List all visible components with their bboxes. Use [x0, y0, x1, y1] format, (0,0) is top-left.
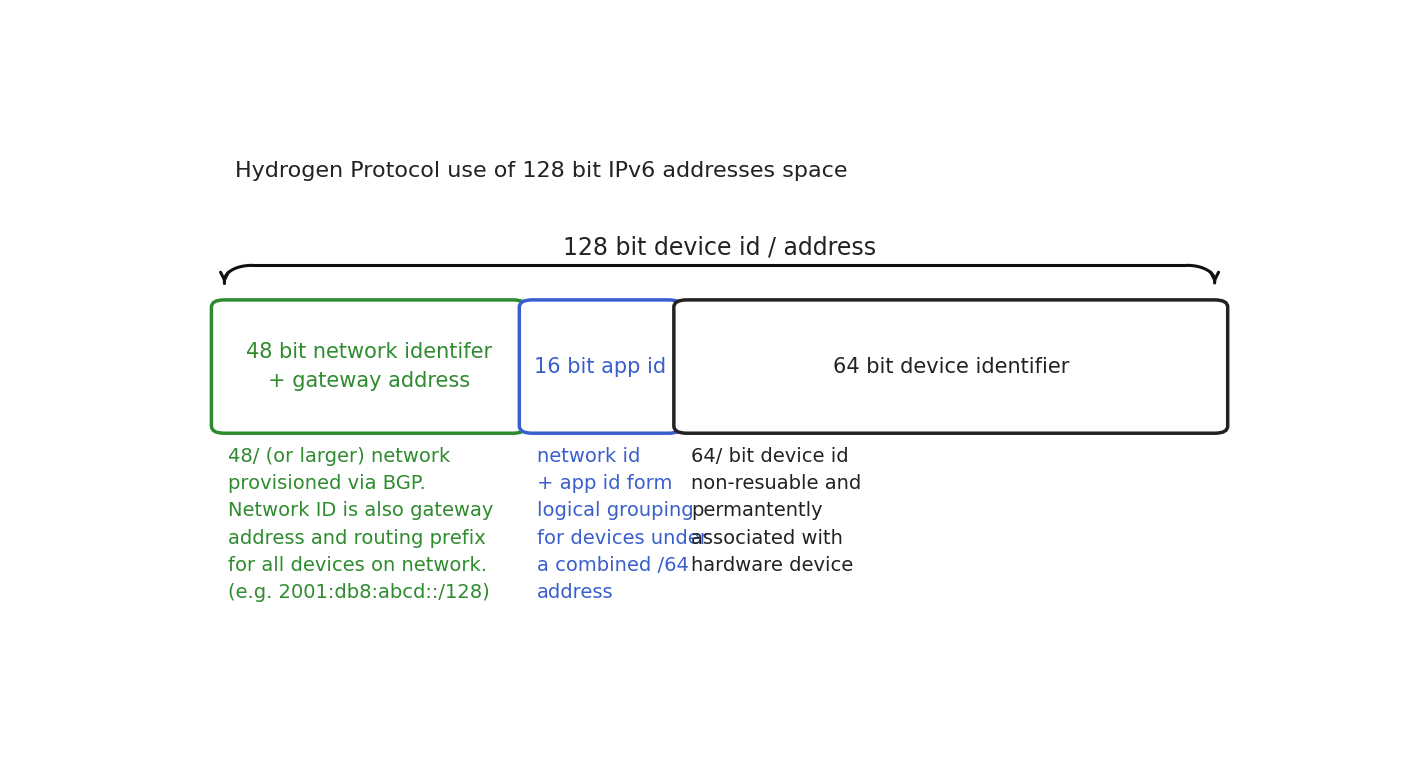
- FancyBboxPatch shape: [674, 300, 1227, 433]
- FancyBboxPatch shape: [212, 300, 526, 433]
- Text: 64/ bit device id
non-resuable and
permantently
associated with
hardware device: 64/ bit device id non-resuable and perma…: [691, 447, 862, 575]
- Text: 128 bit device id / address: 128 bit device id / address: [563, 236, 876, 260]
- Text: 64 bit device identifier: 64 bit device identifier: [833, 356, 1068, 376]
- Text: Hydrogen Protocol use of 128 bit IPv6 addresses space: Hydrogen Protocol use of 128 bit IPv6 ad…: [236, 162, 848, 181]
- Text: 48/ (or larger) network
provisioned via BGP.
Network ID is also gateway
address : 48/ (or larger) network provisioned via …: [227, 447, 493, 602]
- FancyBboxPatch shape: [519, 300, 681, 433]
- Text: network id
+ app id form
logical grouping
for devices under
a combined /64
addre: network id + app id form logical groupin…: [536, 447, 708, 602]
- Text: 16 bit app id: 16 bit app id: [535, 356, 667, 376]
- Text: 48 bit network identifer
+ gateway address: 48 bit network identifer + gateway addre…: [246, 342, 491, 391]
